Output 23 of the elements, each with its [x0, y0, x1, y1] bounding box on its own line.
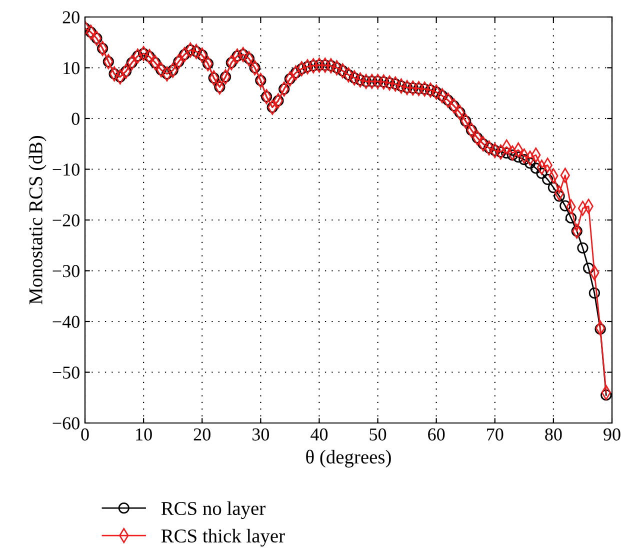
y-tick-label: −40: [52, 316, 80, 328]
y-axis-title: Monostatic RCS (dB): [28, 136, 46, 304]
legend-label: RCS thick layer: [161, 528, 285, 547]
y-tick-label: −20: [52, 214, 80, 226]
y-tick-label: −50: [52, 366, 80, 379]
x-axis-title: θ (degrees): [306, 450, 391, 468]
y-tick-label: 0: [72, 112, 80, 125]
x-tick-label: 70: [487, 428, 504, 441]
y-tick-label: −10: [52, 164, 80, 176]
x-tick-label: 60: [428, 428, 445, 441]
x-tick-label: 20: [194, 428, 210, 441]
x-tick-label: 0: [81, 428, 89, 441]
y-tick-label: −60: [52, 417, 80, 430]
y-tick-label: 20: [62, 11, 80, 24]
x-tick-label: 50: [370, 428, 386, 441]
x-tick-label: 80: [545, 428, 562, 441]
y-tick-label: −30: [52, 265, 80, 278]
x-tick-label: 90: [604, 428, 620, 441]
y-tick-label: 10: [64, 62, 80, 74]
x-tick-label: 30: [252, 428, 270, 441]
x-tick-label: 10: [136, 428, 152, 441]
x-tick-label: 40: [310, 428, 328, 441]
legend-label: RCS no layer: [161, 501, 266, 520]
